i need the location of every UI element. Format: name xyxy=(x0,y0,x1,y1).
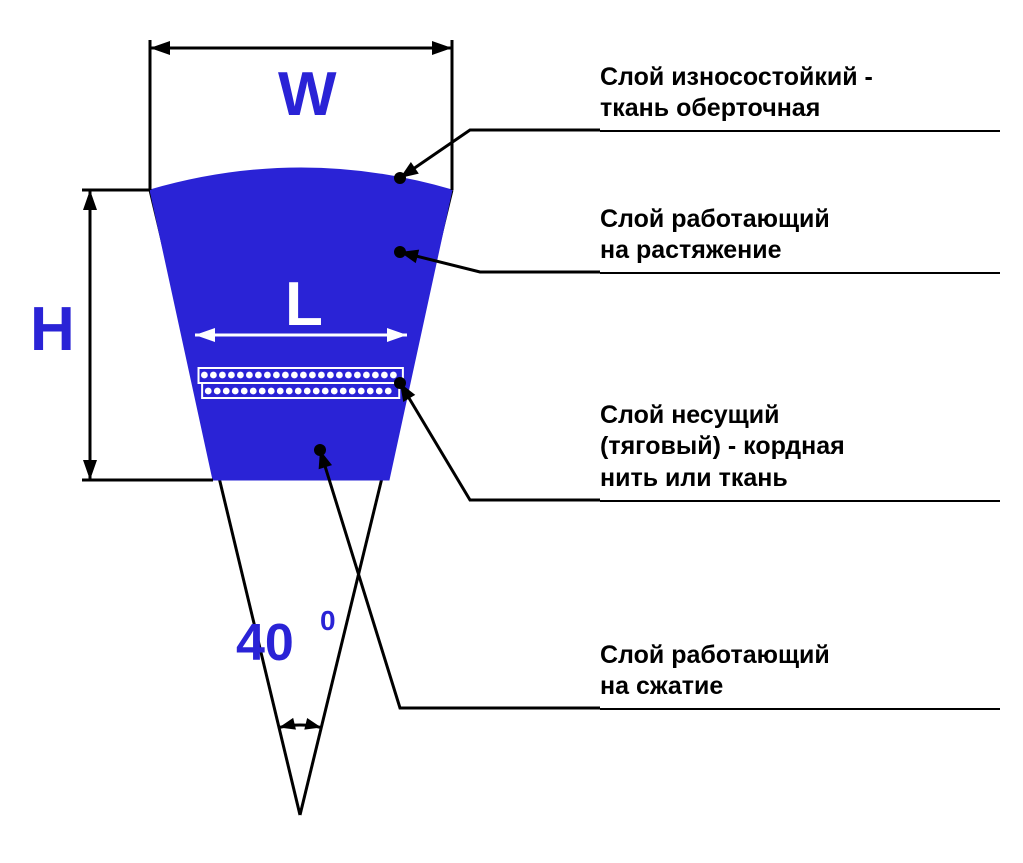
layer-tension-underline xyxy=(600,272,1000,274)
angle-superscript: 0 xyxy=(320,605,336,636)
layer-wear-label: Слой износостойкий - ткань оберточная xyxy=(600,62,873,125)
dim-H-label: H xyxy=(30,295,75,364)
layer-wear-underline xyxy=(600,130,1000,132)
layer-cord-underline xyxy=(600,500,1000,502)
callout-leader xyxy=(400,130,600,178)
callout-dot xyxy=(394,246,406,258)
callout-leader xyxy=(400,383,600,500)
layer-compression-label: Слой работающий на сжатие xyxy=(600,640,830,703)
callout-dot xyxy=(394,172,406,184)
callout-dot xyxy=(314,444,326,456)
dim-W-label: W xyxy=(278,60,337,129)
callout-dot xyxy=(394,377,406,389)
layer-tension-label: Слой работающий на растяжение xyxy=(600,204,830,267)
layer-cord-label: Слой несущий (тяговый) - кордная нить ил… xyxy=(600,400,845,494)
callout-leader xyxy=(320,450,600,708)
layer-compression-underline xyxy=(600,708,1000,710)
dim-L-label: L xyxy=(285,270,323,339)
diagram-stage: W H L 40 0 Слой износостойкий - ткань оберто… xyxy=(0,0,1023,863)
angle-label: 40 xyxy=(236,614,294,672)
